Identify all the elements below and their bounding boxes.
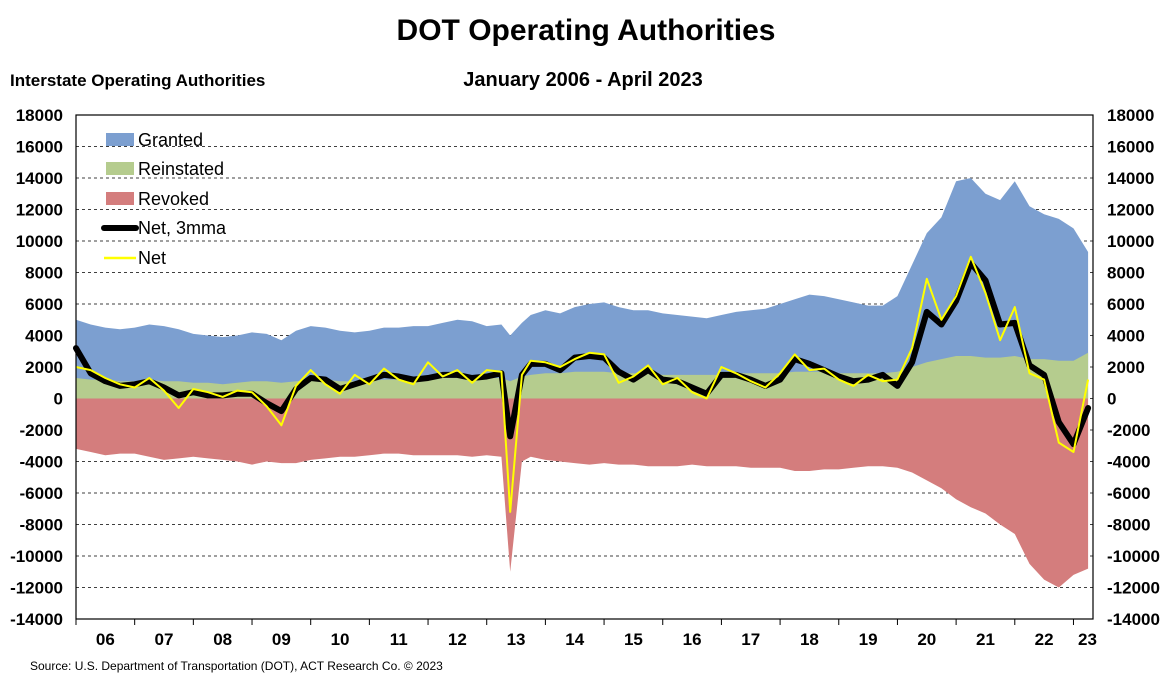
x-tick-label-16: 22: [1035, 630, 1054, 649]
x-tick-label-0: 06: [96, 630, 115, 649]
y-tick-left-16: 18000: [16, 106, 63, 125]
x-tick-label-12: 18: [800, 630, 819, 649]
y-tick-right-7: 0: [1107, 390, 1116, 409]
legend-revoked-swatch: [106, 192, 134, 205]
y-tick-left-1: -12000: [10, 579, 63, 598]
legend-revoked-label: Revoked: [138, 189, 209, 209]
x-tick-label-6: 12: [448, 630, 467, 649]
y-tick-right-8: 2000: [1107, 358, 1145, 377]
y-tick-left-12: 10000: [16, 232, 63, 251]
x-tick-label-17: 23: [1078, 630, 1097, 649]
series-net-line: [75, 255, 1090, 513]
x-tick-label-13: 19: [859, 630, 878, 649]
x-tick-label-8: 14: [565, 630, 584, 649]
y-tick-right-4: -6000: [1107, 484, 1150, 503]
y-tick-left-10: 6000: [25, 295, 63, 314]
y-tick-left-13: 12000: [16, 201, 63, 220]
series-granted-area: [76, 178, 1089, 399]
y-tick-right-10: 6000: [1107, 295, 1145, 314]
y-tick-left-0: -14000: [10, 610, 63, 629]
x-tick-label-10: 16: [683, 630, 702, 649]
legend-net-3mma-label: Net, 3mma: [138, 218, 227, 238]
legend-granted-swatch: [106, 133, 134, 146]
x-tick-label-7: 13: [507, 630, 526, 649]
chart-subtitle: January 2006 - April 2023: [463, 69, 702, 91]
y-tick-right-5: -4000: [1107, 453, 1150, 472]
y-axis-label: Interstate Operating Authorities: [10, 71, 265, 90]
x-tick-label-1: 07: [155, 630, 174, 649]
legend-granted-label: Granted: [138, 130, 203, 150]
y-tick-left-7: 0: [54, 390, 63, 409]
y-tick-right-12: 10000: [1107, 232, 1154, 251]
y-tick-right-3: -8000: [1107, 516, 1150, 535]
source-note: Source: U.S. Department of Transportatio…: [30, 659, 443, 673]
x-tick-label-5: 11: [390, 630, 408, 649]
plot-area: -14000 -14000 -12000 -12000 -10000 -10000 -800…: [10, 106, 1160, 649]
y-tick-right-0: -14000: [1107, 610, 1160, 629]
y-tick-right-2: -10000: [1107, 547, 1160, 566]
y-tick-right-14: 14000: [1107, 169, 1154, 188]
x-tick-label-14: 20: [917, 630, 936, 649]
series-revoked-area: [76, 398, 1089, 588]
y-tick-left-3: -8000: [20, 516, 63, 535]
y-tick-right-13: 12000: [1107, 201, 1154, 220]
y-tick-right-15: 16000: [1107, 138, 1154, 157]
y-tick-left-8: 2000: [25, 358, 63, 377]
chart-title: DOT Operating Authorities: [397, 14, 776, 47]
y-tick-right-11: 8000: [1107, 264, 1145, 283]
y-tick-left-5: -4000: [20, 453, 63, 472]
y-tick-left-9: 4000: [25, 327, 63, 346]
x-tick-label-11: 17: [741, 630, 760, 649]
y-tick-left-11: 8000: [25, 264, 63, 283]
y-tick-left-4: -6000: [20, 484, 63, 503]
x-tick-label-3: 09: [272, 630, 291, 649]
y-tick-left-6: -2000: [20, 421, 63, 440]
legend-reinstated-swatch: [106, 162, 134, 175]
y-tick-left-2: -10000: [10, 547, 63, 566]
x-tick-label-4: 10: [331, 630, 350, 649]
y-tick-right-9: 4000: [1107, 327, 1145, 346]
x-tick-label-2: 08: [213, 630, 232, 649]
y-tick-left-14: 14000: [16, 169, 63, 188]
plot-border: [75, 114, 1094, 620]
series-net-3mma-line: [73, 260, 1092, 448]
y-tick-right-1: -12000: [1107, 579, 1160, 598]
x-tick-label-15: 21: [976, 630, 995, 649]
x-tick-label-9: 15: [624, 630, 643, 649]
y-tick-left-15: 16000: [16, 138, 63, 157]
y-tick-right-6: -2000: [1107, 421, 1150, 440]
legend-net-label: Net: [138, 248, 166, 268]
legend-reinstated-label: Reinstated: [138, 159, 224, 179]
y-tick-right-16: 18000: [1107, 106, 1154, 125]
